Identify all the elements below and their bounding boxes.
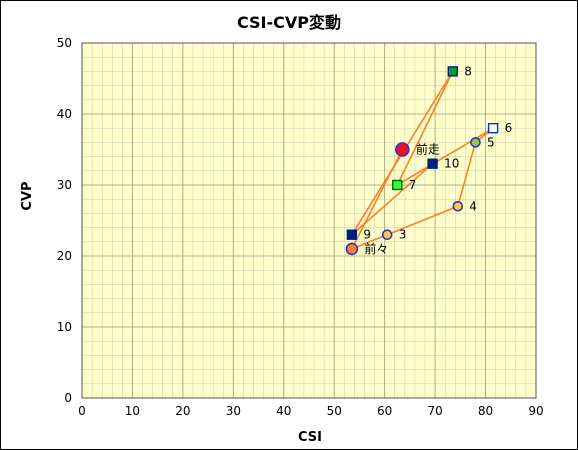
data-point-label: 9: [363, 228, 371, 242]
series-line-segment: [351, 233, 388, 250]
x-tick-label: 30: [226, 404, 241, 418]
y-tick-label: 30: [57, 178, 72, 192]
plot-background: [82, 43, 536, 398]
data-point: [395, 142, 410, 157]
series-line-segment: [396, 71, 454, 186]
y-tick-label: 0: [64, 391, 72, 405]
data-point: [452, 201, 464, 212]
plot-border: [81, 42, 537, 399]
data-point: [392, 179, 403, 191]
series-line-segment: [386, 205, 459, 236]
x-tick-label: 90: [528, 404, 543, 418]
x-tick-label: 60: [377, 404, 392, 418]
data-point-label: 4: [469, 199, 477, 213]
data-point-label: 前走: [416, 142, 440, 157]
x-tick-label: 50: [327, 404, 342, 418]
series-line-segment: [457, 142, 477, 207]
data-point-label: 10: [444, 157, 459, 171]
data-point-label: 3: [399, 228, 407, 242]
data-point: [346, 229, 358, 240]
x-tick-label: 0: [78, 404, 86, 418]
x-tick-label: 20: [175, 404, 190, 418]
data-point: [447, 66, 458, 77]
x-tick-label: 70: [427, 404, 442, 418]
x-tick-label: 80: [478, 404, 493, 418]
data-point-label: 5: [487, 135, 495, 149]
x-tick-label: 40: [276, 404, 291, 418]
data-point: [381, 229, 393, 240]
x-tick-label: 10: [125, 404, 140, 418]
series-line-segment: [351, 149, 404, 250]
data-point: [427, 158, 438, 169]
data-point-label: 6: [505, 121, 513, 135]
plot-area: 0 10 20 30 40 50 60 70 80 90 0 10 20 30 40 50 前々 3 4 56 7 8 9 1…: [57, 36, 544, 418]
data-point: [487, 122, 499, 134]
x-axis-title: CSI: [298, 430, 322, 445]
y-tick-label: 50: [57, 36, 72, 50]
y-tick-label: 20: [57, 249, 72, 263]
y-tick-label: 10: [57, 320, 72, 334]
chart-title: CSI-CVP変動: [237, 13, 341, 32]
y-axis-title: CVP: [20, 181, 35, 210]
data-point: [345, 242, 359, 256]
data-point-label: 8: [464, 64, 472, 78]
y-tick-label: 40: [57, 107, 72, 121]
data-point-label: 7: [409, 178, 417, 192]
data-point: [470, 137, 481, 148]
data-point-label: 前々: [364, 241, 388, 256]
